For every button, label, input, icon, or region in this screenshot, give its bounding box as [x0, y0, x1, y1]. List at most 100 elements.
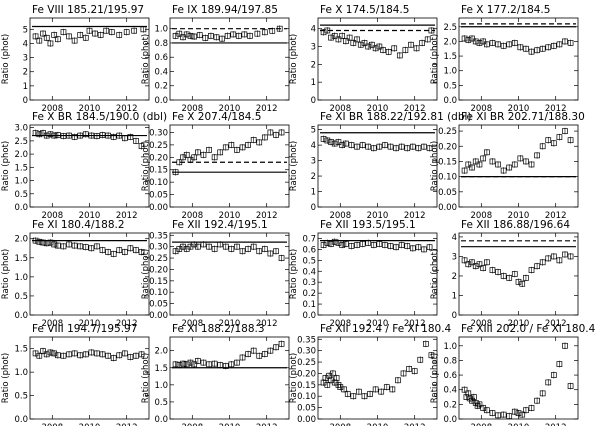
- data-point: [463, 394, 470, 400]
- y-tick-label: 0.10: [297, 392, 316, 402]
- data-point: [391, 45, 398, 52]
- panel-10: Fe XII 192.4/195.1 Ratio (phot) 0.000.05 0.…: [141, 219, 290, 329]
- data-point: [138, 351, 145, 358]
- data-point: [239, 354, 246, 361]
- y-tick-label: 0.1: [302, 300, 316, 310]
- data-point: [77, 352, 84, 359]
- data-point: [550, 253, 557, 260]
- data-point: [245, 142, 251, 148]
- data-point: [528, 48, 535, 55]
- data-point: [187, 359, 194, 366]
- data-point: [234, 146, 240, 153]
- y-tick-label: 1.0: [443, 342, 457, 352]
- data-point: [465, 161, 472, 168]
- y-tick-label: 1: [311, 188, 316, 198]
- data-point: [250, 137, 257, 143]
- data-point: [354, 36, 360, 43]
- y-axis-label: Ratio (phot): [430, 353, 440, 403]
- data-point: [82, 244, 89, 250]
- data-point: [51, 350, 58, 357]
- data-point: [138, 249, 145, 255]
- data-point: [77, 32, 84, 38]
- data-point: [406, 366, 412, 372]
- y-tick-label: 0.0: [154, 415, 168, 425]
- data-point: [500, 167, 507, 174]
- data-point: [36, 352, 43, 359]
- data-point: [273, 248, 279, 255]
- x-tick-label: 2008: [41, 423, 63, 426]
- data-point: [469, 259, 475, 266]
- data-point: [320, 136, 327, 142]
- x-tick-label: 2010: [219, 319, 241, 329]
- data-point: [393, 244, 399, 251]
- panel-title: Fe XI BR 202.71/188.30: [461, 111, 585, 123]
- data-point: [331, 32, 338, 39]
- data-point: [47, 40, 54, 47]
- y-tick-label: 2: [452, 272, 457, 282]
- y-tick-label: 0.15: [297, 381, 316, 391]
- data-point: [400, 370, 407, 377]
- x-tick-label: 2012: [545, 319, 567, 329]
- data-point: [539, 259, 546, 266]
- data-point: [395, 377, 401, 384]
- data-point: [567, 253, 574, 260]
- data-point: [389, 386, 396, 393]
- data-point: [396, 52, 403, 59]
- data-point: [372, 386, 379, 393]
- y-axis-label: Ratio (phot): [289, 249, 299, 299]
- data-point: [359, 241, 366, 247]
- data-point: [131, 27, 137, 34]
- data-point: [71, 350, 78, 357]
- panel-title: Fe XI 188.2/188.3: [172, 323, 265, 335]
- data-point: [562, 342, 568, 349]
- data-point: [116, 352, 123, 359]
- data-point: [47, 349, 54, 356]
- data-point: [495, 41, 501, 48]
- plot-frame: [169, 17, 290, 101]
- data-point: [222, 363, 229, 369]
- data-point: [261, 29, 268, 36]
- data-point: [567, 40, 574, 46]
- data-point: [234, 359, 240, 366]
- data-point: [99, 132, 106, 138]
- data-point: [267, 250, 274, 257]
- data-point: [500, 273, 507, 279]
- y-tick-label: 1.0: [154, 25, 168, 35]
- data-point: [55, 352, 61, 359]
- data-point: [534, 152, 540, 159]
- panel-7: Fe XI BR 188.22/192.81 (dbl) Ratio (phot)…: [289, 111, 472, 221]
- x-tick-label: 2008: [329, 211, 351, 221]
- data-point: [511, 271, 518, 277]
- y-tick-label: 2: [23, 68, 28, 78]
- data-point: [36, 131, 43, 138]
- panel-title: Fe XIII 202.0 / Fe XI 180.4: [461, 323, 596, 335]
- y-tick-label: 1.0: [154, 381, 168, 391]
- data-point: [511, 161, 518, 168]
- data-point: [180, 34, 186, 41]
- x-tick-label: 2010: [367, 211, 389, 221]
- data-point: [36, 37, 43, 44]
- data-point: [354, 143, 360, 150]
- data-point: [550, 42, 557, 49]
- data-point: [331, 140, 338, 147]
- x-tick-label: 2010: [508, 211, 530, 221]
- data-point: [523, 275, 529, 281]
- x-tick-label: 2012: [545, 211, 567, 221]
- y-tick-label: 1.0: [14, 368, 28, 378]
- data-point: [398, 143, 405, 150]
- data-point: [343, 241, 349, 247]
- data-point: [411, 368, 418, 375]
- data-point: [495, 269, 501, 275]
- data-point: [133, 352, 139, 359]
- y-tick-label: 1.0: [443, 67, 457, 77]
- panel-title: Fe VIII 185.21/195.97: [32, 4, 144, 16]
- data-point: [545, 137, 552, 144]
- y-tick-label: 0.0: [443, 415, 457, 425]
- data-point: [127, 134, 134, 140]
- data-point: [393, 145, 399, 152]
- data-point: [328, 139, 334, 145]
- data-point: [365, 43, 372, 50]
- data-point: [211, 154, 218, 161]
- data-point: [250, 347, 257, 354]
- plot-frame: [169, 124, 290, 208]
